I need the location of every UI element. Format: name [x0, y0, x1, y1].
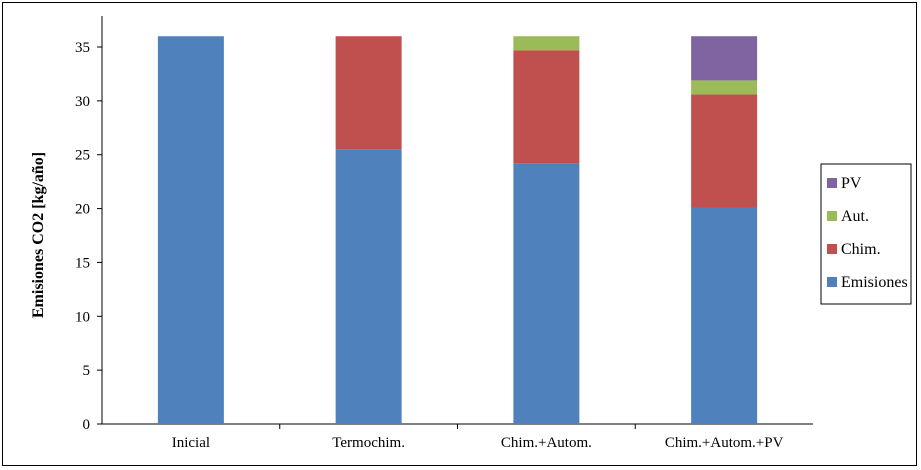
bar-segment-aut [691, 80, 758, 95]
bar-segment-aut [513, 36, 580, 51]
legend-swatch [827, 277, 837, 287]
legend-swatch [827, 211, 837, 221]
y-axis-label: Emisiones CO2 [kg/año] [30, 152, 47, 318]
y-tick-label: 20 [75, 202, 90, 218]
bars [157, 36, 758, 425]
y-axis: 0 5 10 15 20 25 30 35 [75, 16, 103, 433]
bar-segment-chim [513, 50, 580, 164]
x-tick-label: Inicial [172, 435, 210, 451]
legend: PV Aut. Chim. Emisiones [820, 163, 912, 305]
legend-label: Chim. [841, 241, 881, 258]
legend-label: Emisiones [841, 274, 908, 291]
x-axis: Inicial Termochim. Chim.+Autom. Chim.+Autom… [102, 423, 813, 451]
bar-segment-chim [691, 94, 758, 208]
legend-swatch [827, 244, 837, 254]
y-tick-label: 35 [75, 40, 90, 56]
y-tick-label: 5 [83, 363, 91, 379]
y-tick-label: 15 [75, 255, 90, 271]
bar-segment-emisiones [335, 149, 402, 425]
y-tick-label: 10 [75, 309, 90, 325]
y-tick-label: 30 [75, 94, 90, 110]
x-tick-label: Termochim. [332, 435, 405, 451]
bar-segment-chim [335, 36, 402, 150]
x-tick-label: Chim.+Autom. [501, 435, 592, 451]
bar-segment-emisiones [691, 207, 758, 424]
x-tick-label: Chim.+Autom.+PV [665, 435, 784, 451]
y-tick-label: 0 [83, 417, 91, 433]
y-tick-label: 25 [75, 148, 90, 164]
bar-segment-emisiones [513, 163, 580, 424]
legend-label: Aut. [841, 208, 869, 225]
legend-swatch [827, 178, 837, 188]
legend-label: PV [841, 175, 862, 192]
bar-segment-pv [691, 36, 758, 81]
bar-segment-emisiones [157, 36, 224, 424]
stacked-bar-chart: 0 5 10 15 20 25 30 35 Inicial Termochim. Chim.+Au… [30, 16, 912, 451]
